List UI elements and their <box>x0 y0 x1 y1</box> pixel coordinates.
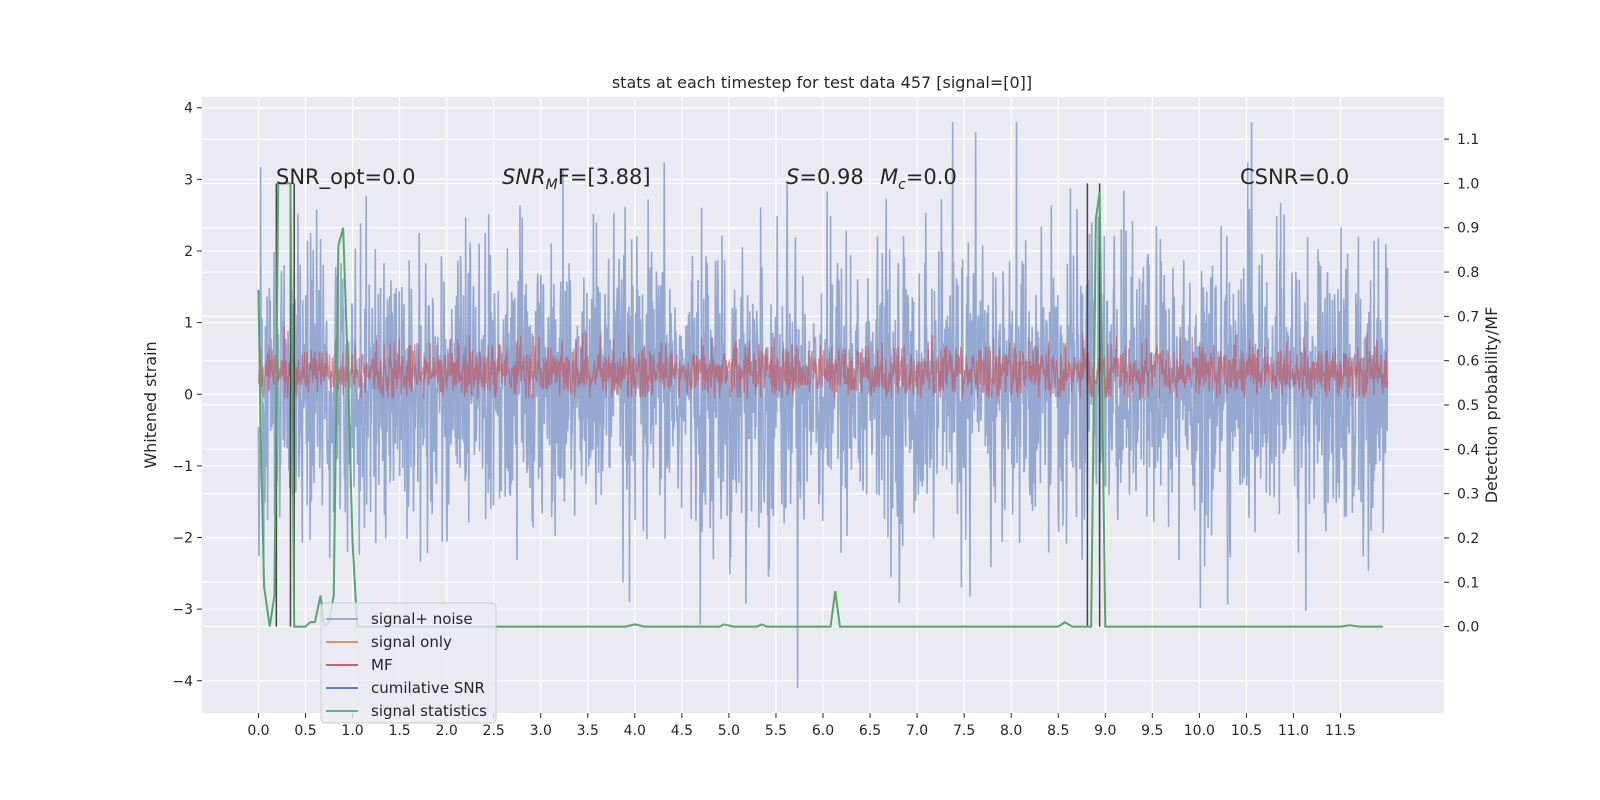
legend-label-mf: MF <box>371 656 393 674</box>
series-mf <box>257 326 1389 399</box>
y-axis-label: Whitened strain <box>141 341 160 468</box>
y2-tick-label: 0.9 <box>1457 221 1479 237</box>
y2-tick-label: 0.7 <box>1457 309 1479 325</box>
x-tick-label: 0.0 <box>247 723 269 739</box>
y2-tick-label: 1.0 <box>1457 176 1479 192</box>
x-tick-label: 2.0 <box>436 723 458 739</box>
x-tick-label: 1.0 <box>341 723 363 739</box>
x-tick-label: 2.5 <box>483 723 505 739</box>
y2-tick-label: 0.2 <box>1457 531 1479 547</box>
x-tick-label: 10.0 <box>1184 723 1215 739</box>
y2-axis-label: Detection probability/MF <box>1482 307 1501 504</box>
annotation-s-symbol: S <box>786 165 799 189</box>
annotation-csnr: CSNR=0.0 <box>1240 165 1349 189</box>
annotation-s: S=0.98 <box>786 165 864 189</box>
annotation-snr-mf-value: F=[3.88] <box>558 165 651 189</box>
x-tick-label: 3.0 <box>530 723 552 739</box>
x-tick-label: 3.5 <box>577 723 599 739</box>
annotation-mc-symbol: M <box>880 165 898 189</box>
x-tick-label: 6.5 <box>859 723 881 739</box>
x-tick-label: 10.5 <box>1231 723 1262 739</box>
x-tick-label: 8.0 <box>1000 723 1022 739</box>
x-tick-label: 9.0 <box>1094 723 1116 739</box>
y-tick-label: −4 <box>172 674 193 690</box>
y-tick-label: 2 <box>184 244 193 260</box>
y-tick-label: 3 <box>184 172 193 188</box>
x-tick-label: 5.0 <box>718 723 740 739</box>
series-layer <box>257 122 1389 688</box>
signal-statistics-layer <box>257 182 1383 629</box>
y2-tick-label: 0.1 <box>1457 575 1479 591</box>
x-tick-label: 7.0 <box>906 723 928 739</box>
y-tick-label: 0 <box>184 387 193 403</box>
x-tick-label: 8.5 <box>1047 723 1069 739</box>
annotation-snr-opt: SNR_opt=0.0 <box>276 165 416 190</box>
legend: signal+ noise signal only MF cumilative SNR… <box>320 602 497 724</box>
y2-tick-label: 0.4 <box>1457 442 1479 458</box>
legend-box <box>320 602 497 724</box>
y2-tick-label: 0.6 <box>1457 354 1479 370</box>
annotation-snr-mf-symbol: SNR <box>502 165 546 189</box>
x-tick-label: 4.0 <box>624 723 646 739</box>
annotation-s-value: =0.98 <box>799 165 863 189</box>
x-tick-label: 0.5 <box>294 723 316 739</box>
legend-label-signal-only: signal only <box>371 633 452 651</box>
y-tick-label: −1 <box>172 459 193 475</box>
legend-label-signal-statistics: signal statistics <box>371 702 487 720</box>
y-tick-label: −2 <box>172 531 193 547</box>
series-signal-statistics <box>257 182 1383 629</box>
annotation-snr-mf: SNRMF=[3.88] <box>502 165 651 193</box>
y2-tick-label: 0.5 <box>1457 398 1479 414</box>
chart-title: stats at each timestep for test data 457… <box>612 73 1032 92</box>
annotation-mc-value: =0.0 <box>906 165 957 189</box>
y2-tick-label: 0.0 <box>1457 620 1479 636</box>
x-tick-label: 11.5 <box>1325 723 1356 739</box>
axis-ticks: 0.0 0.5 1.0 1.5 2.0 2.5 3.0 3.5 4.0 4.5 5.0 5.5 6.0 6… <box>172 101 1479 739</box>
y2-tick-label: 1.1 <box>1457 132 1479 148</box>
y2-tick-label: 0.8 <box>1457 265 1479 281</box>
x-tick-label: 11.0 <box>1278 723 1309 739</box>
annotation-mc-subscript: c <box>898 177 906 193</box>
y-tick-label: 4 <box>184 101 193 117</box>
x-tick-label: 4.5 <box>671 723 693 739</box>
x-tick-label: 9.5 <box>1141 723 1163 739</box>
annotation-snr-mf-subscript: M <box>546 177 558 193</box>
y-tick-label: −3 <box>172 602 193 618</box>
legend-label-signal-plus-noise: signal+ noise <box>371 610 473 628</box>
x-tick-label: 6.0 <box>812 723 834 739</box>
y2-tick-label: 0.3 <box>1457 487 1479 503</box>
x-tick-label: 7.5 <box>953 723 975 739</box>
legend-label-cumilative-snr: cumilative SNR <box>371 679 485 697</box>
x-tick-label: 1.5 <box>388 723 410 739</box>
y-tick-label: 1 <box>184 316 193 332</box>
annotation-mc: Mc=0.0 <box>880 165 957 193</box>
x-tick-label: 5.5 <box>765 723 787 739</box>
